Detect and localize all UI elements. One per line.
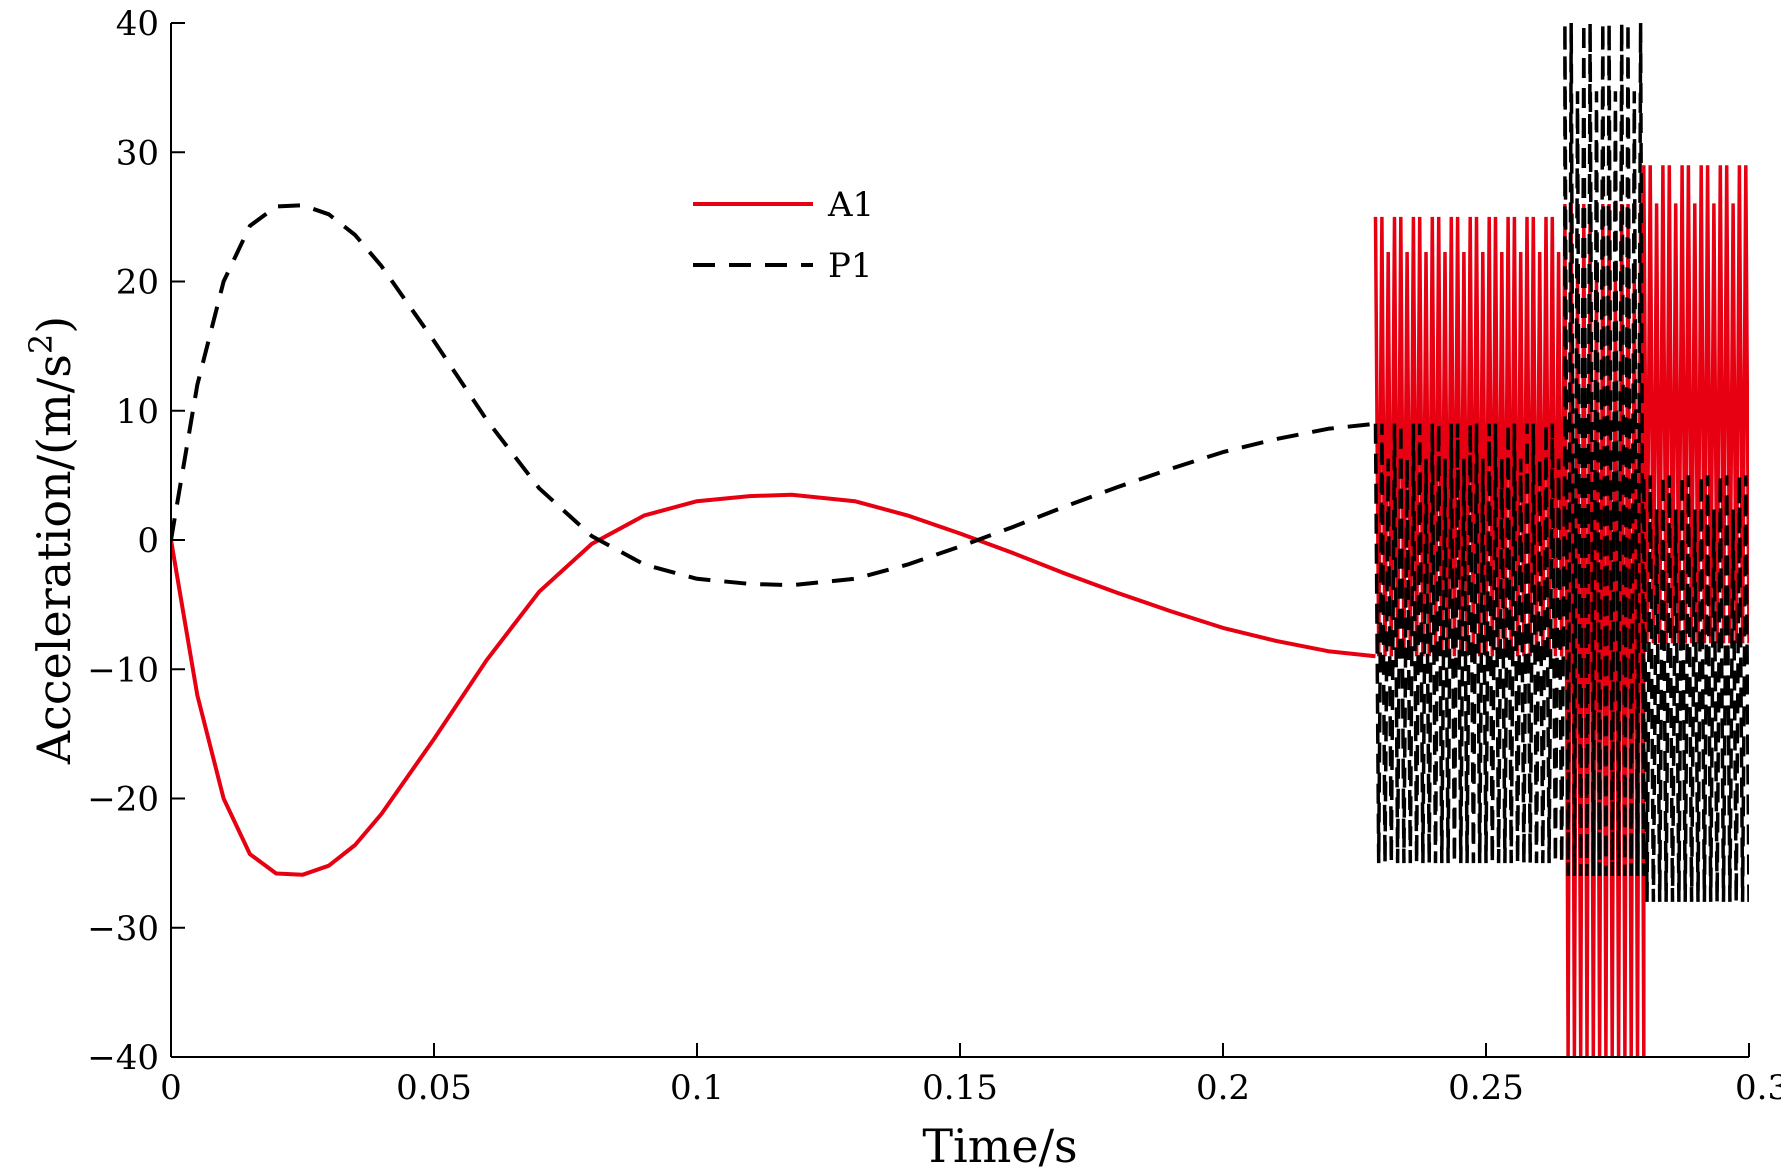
legend-label-p1: P1	[828, 246, 873, 286]
x-tick-label: 0	[160, 1068, 182, 1108]
y-axis-title: Acceleration/(m/s2)	[22, 316, 81, 765]
x-tick-label: 0.1	[670, 1068, 724, 1108]
y-tick-label: −30	[87, 909, 159, 949]
x-axis-title: Time/s	[922, 1119, 1077, 1173]
y-tick-label: 40	[116, 4, 159, 44]
series-a1-smooth	[171, 492, 1376, 877]
legend-label-a1: A1	[827, 185, 874, 225]
x-tick-label: 0.05	[396, 1068, 472, 1108]
y-axis-title-sup: 2	[22, 334, 60, 354]
y-tick-label: 30	[116, 133, 159, 173]
y-axis-title-main: Acceleration/(m/s	[27, 354, 81, 765]
series-p1-oscillation	[1373, 23, 1749, 902]
y-axis-title-close: )	[27, 316, 81, 334]
y-tick-label: −20	[87, 780, 159, 820]
y-tick-label: −40	[87, 1038, 159, 1078]
x-tick-label: 0.15	[922, 1068, 998, 1108]
axes-layer: 0 0.05 0.1 0.15 0.2 0.25 0.3 −40 −30 −20 −10 0 10 20 3…	[87, 4, 1781, 1108]
x-tick-label: 0.2	[1196, 1068, 1250, 1108]
y-tick-label: −10	[87, 650, 159, 690]
x-tick-label: 0.25	[1448, 1068, 1524, 1108]
y-tick-label: 0	[137, 521, 159, 561]
y-tick-label: 20	[116, 263, 159, 303]
y-tick-label: 10	[116, 392, 159, 432]
series-layer	[171, 23, 1749, 1057]
legend: A1 P1	[693, 185, 874, 286]
x-tick-label: 0.3	[1735, 1068, 1781, 1108]
series-p1-smooth	[171, 203, 1376, 588]
